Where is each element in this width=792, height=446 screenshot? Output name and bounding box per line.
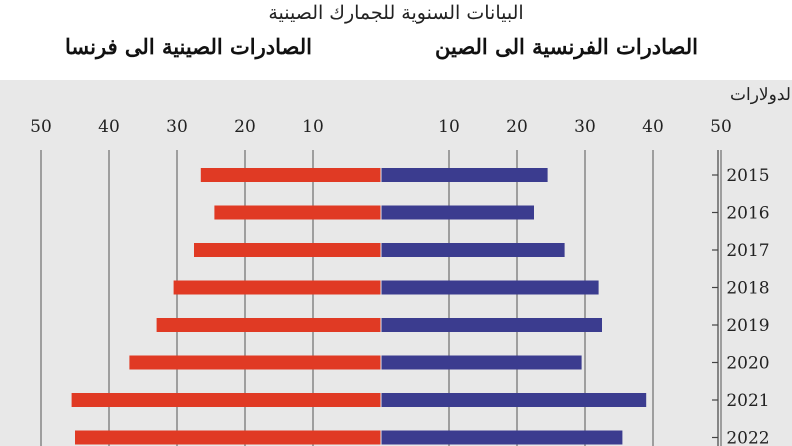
bar-china-exports	[71, 393, 381, 407]
y-tick-label: 2017	[726, 241, 769, 261]
x-tick-label: 20	[506, 117, 528, 137]
y-tick-label: 2018	[726, 279, 769, 299]
y-tick-label: 2019	[726, 316, 769, 336]
right-series-heading: الصادرات الفرنسية الى الصين	[435, 34, 698, 59]
bar-china-exports	[200, 168, 381, 182]
x-tick-label: 30	[166, 117, 188, 137]
x-tick-label: 10	[438, 117, 460, 137]
y-tick-label: 2015	[726, 166, 769, 186]
x-tick-label: 20	[234, 117, 256, 137]
chart-title: البيانات السنوية للجمارك الصينية	[268, 2, 524, 24]
x-tick-label: 10	[302, 117, 324, 137]
bar-france-exports	[381, 168, 548, 182]
y-tick-label: 2021	[726, 391, 769, 411]
y-tick-label: 2022	[726, 429, 769, 446]
bar-china-exports	[129, 355, 381, 370]
y-tick-label: 2016	[726, 204, 769, 224]
unit-label: بمليارات الدولارات	[730, 85, 792, 105]
x-tick-label: 30	[574, 117, 596, 137]
butterfly-bar-chart: بمليارات الدولارات 50 40 30 20 10 10 20 30 40 50 20…	[30, 85, 792, 446]
bar-france-exports	[381, 430, 623, 445]
bar-china-exports	[75, 430, 381, 445]
bar-china-exports	[194, 243, 381, 257]
bar-china-exports	[214, 205, 381, 220]
bar-france-exports	[381, 355, 582, 370]
y-tick-label: 2020	[726, 354, 769, 374]
bar-france-exports	[381, 205, 534, 220]
bar-france-exports	[381, 243, 565, 257]
bar-france-exports	[381, 318, 602, 332]
x-tick-label: 40	[98, 117, 120, 137]
left-series-heading: الصادرات الصينية الى فرنسا	[65, 34, 312, 59]
bar-china-exports	[156, 318, 381, 332]
x-tick-label: 50	[710, 117, 732, 137]
bar-china-exports	[173, 280, 381, 295]
bar-france-exports	[381, 393, 647, 407]
x-tick-label: 40	[642, 117, 664, 137]
bar-france-exports	[381, 280, 599, 295]
x-tick-label: 50	[30, 117, 52, 137]
chart-panel	[0, 80, 792, 446]
